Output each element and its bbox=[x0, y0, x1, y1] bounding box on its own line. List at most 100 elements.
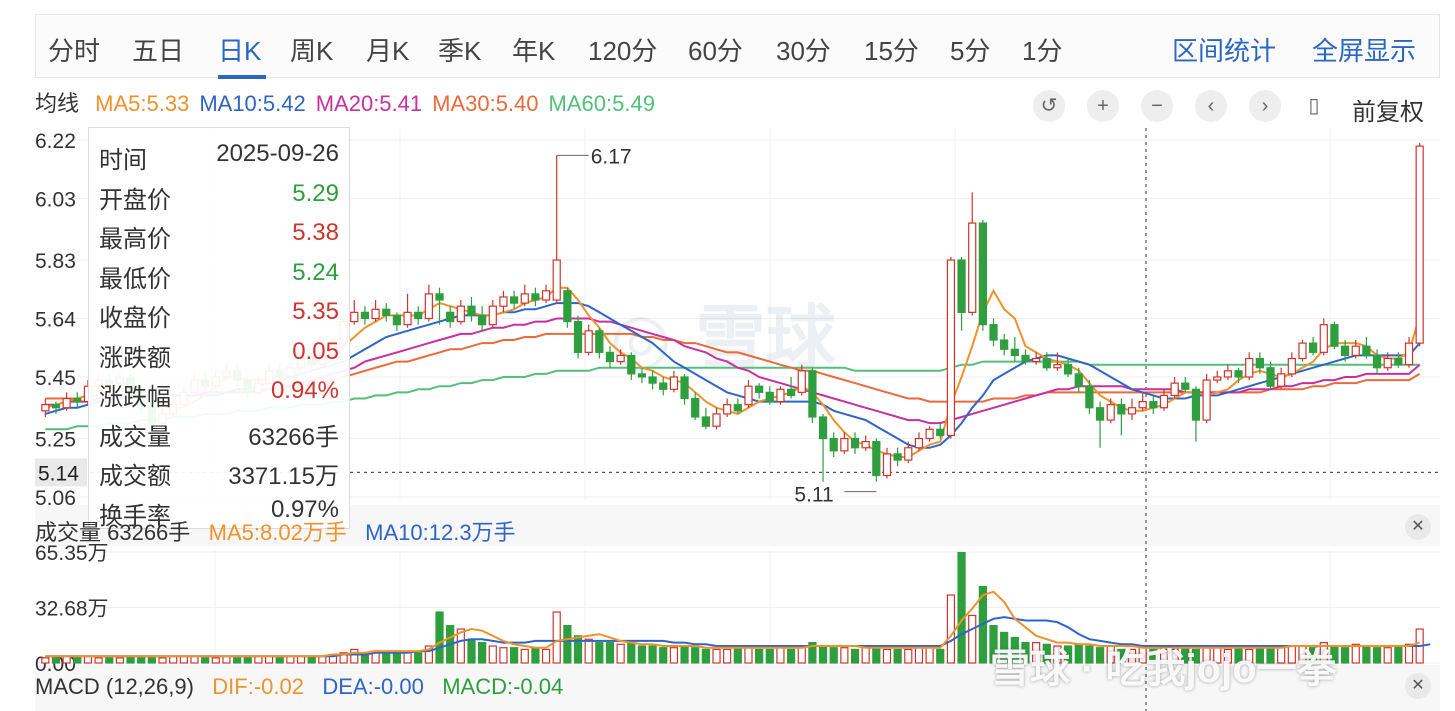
volume-bar bbox=[914, 647, 924, 664]
volume-bar bbox=[264, 655, 274, 664]
tooltip-key: 涨跌额 bbox=[99, 344, 171, 372]
tooltip-row: 开盘价 5.29 bbox=[99, 180, 339, 218]
tab-11[interactable]: 5分 bbox=[950, 36, 991, 66]
candle-body bbox=[989, 324, 998, 341]
reset-icon[interactable]: ↺ bbox=[1033, 90, 1065, 122]
candle-body bbox=[648, 376, 657, 384]
ma-label: 均线 bbox=[35, 91, 80, 116]
chevron-right-icon[interactable]: › bbox=[1249, 90, 1281, 122]
volume-bar bbox=[893, 648, 902, 664]
tab-8[interactable]: 60分 bbox=[688, 36, 743, 66]
candle-body bbox=[637, 373, 647, 378]
volume-bar bbox=[1309, 647, 1318, 664]
tab-9[interactable]: 30分 bbox=[776, 36, 831, 66]
volume-label: 成交量 63266手 bbox=[35, 520, 191, 545]
candle-body bbox=[808, 370, 817, 418]
volume-bar bbox=[158, 657, 167, 664]
candle-body bbox=[978, 222, 987, 326]
volume-bar bbox=[243, 657, 252, 664]
tab-10[interactable]: 15分 bbox=[864, 36, 919, 66]
volume-bar bbox=[1319, 642, 1328, 664]
volume-bar bbox=[115, 657, 125, 664]
volume-bar bbox=[382, 652, 391, 664]
candle-body bbox=[1277, 373, 1286, 387]
tab-1[interactable]: 五日 bbox=[132, 36, 185, 66]
ma-item-3: MA30:5.40 bbox=[432, 91, 539, 116]
candle-body bbox=[691, 397, 700, 418]
candle-body bbox=[1063, 364, 1073, 375]
volume-bar bbox=[680, 645, 689, 664]
candle-body bbox=[73, 397, 82, 403]
candle-body bbox=[1074, 373, 1083, 387]
tooltip-key: 成交量 bbox=[99, 423, 171, 451]
volume-bar bbox=[478, 642, 487, 664]
adjust-select[interactable]: 前复权 bbox=[1352, 99, 1424, 126]
volume-bar bbox=[957, 551, 966, 664]
tab-12[interactable]: 1分 bbox=[1022, 36, 1063, 66]
zoom-in-icon[interactable]: + bbox=[1087, 90, 1119, 122]
tab-0[interactable]: 分时 bbox=[48, 36, 101, 66]
candle-body bbox=[509, 296, 519, 304]
volume-ma5-line bbox=[45, 590, 1421, 658]
candle-icon[interactable]: ▯ bbox=[1308, 95, 1320, 117]
volume-bar bbox=[776, 647, 785, 664]
volume-bar bbox=[1223, 648, 1233, 664]
price-tick-label: 5.06 bbox=[35, 487, 76, 510]
volume-bar bbox=[1063, 645, 1073, 664]
tab-5[interactable]: 季K bbox=[438, 36, 482, 66]
chevron-left-icon[interactable]: ‹ bbox=[1195, 90, 1227, 122]
volume-bar bbox=[179, 655, 188, 664]
volume-bar bbox=[904, 648, 913, 664]
volume-bar bbox=[105, 657, 114, 664]
candle-body bbox=[755, 385, 764, 393]
volume-bar bbox=[509, 647, 519, 664]
tab-2[interactable]: 日K bbox=[218, 36, 262, 66]
volume-bar bbox=[1170, 648, 1179, 664]
tooltip-value: 0.05 bbox=[292, 337, 339, 365]
volume-bar bbox=[669, 647, 679, 664]
volume-bar bbox=[94, 657, 103, 664]
macd-dea: DEA:-0.00 bbox=[322, 674, 424, 699]
candle-body bbox=[1127, 407, 1137, 415]
volume-bar bbox=[1000, 631, 1009, 664]
candle-body bbox=[1404, 342, 1414, 366]
volume-bar bbox=[1245, 648, 1254, 664]
zoom-out-icon[interactable]: − bbox=[1141, 90, 1173, 122]
volume-bar bbox=[1191, 648, 1201, 664]
candle-body bbox=[1245, 357, 1254, 378]
candle-body bbox=[499, 296, 508, 307]
tooltip-value: 2025-09-26 bbox=[216, 140, 339, 167]
volume-bar bbox=[1095, 647, 1105, 664]
tab-3[interactable]: 周K bbox=[290, 36, 334, 66]
tooltip-value: 3371.15万 bbox=[228, 463, 339, 490]
candle-body bbox=[680, 376, 689, 400]
ma-item-4: MA60:5.49 bbox=[548, 91, 655, 116]
candle-body bbox=[818, 416, 828, 440]
candle-body bbox=[1309, 342, 1318, 353]
tab-7[interactable]: 120分 bbox=[588, 36, 658, 66]
tooltip-value: 5.29 bbox=[292, 179, 339, 207]
volume-bar bbox=[392, 652, 402, 664]
volume-bar bbox=[627, 642, 636, 664]
volume-bar bbox=[1042, 643, 1051, 664]
close-volume-icon[interactable]: ✕ bbox=[1405, 514, 1431, 540]
candle-body bbox=[893, 453, 902, 461]
volume-bar bbox=[733, 647, 742, 664]
candle-body bbox=[957, 259, 966, 313]
volume-bar bbox=[169, 655, 178, 664]
tooltip-key: 最高价 bbox=[99, 226, 171, 253]
close-macd-icon[interactable]: ✕ bbox=[1405, 673, 1431, 699]
volume-bar bbox=[882, 648, 892, 664]
volume-bar bbox=[339, 652, 348, 664]
volume-bar bbox=[1372, 647, 1382, 664]
price-tick-label: 5.83 bbox=[35, 250, 76, 273]
ma-item-2: MA20:5.41 bbox=[315, 91, 423, 116]
fullscreen-link[interactable]: 全屏显示 bbox=[1312, 36, 1417, 66]
volume-bar bbox=[744, 647, 753, 664]
candle-body bbox=[1181, 382, 1190, 390]
tab-6[interactable]: 年K bbox=[512, 36, 556, 66]
tooltip-key: 收盘价 bbox=[99, 305, 171, 332]
range-stats-link[interactable]: 区间统计 bbox=[1172, 36, 1277, 66]
candle-body bbox=[1138, 400, 1147, 409]
tab-4[interactable]: 月K bbox=[366, 36, 410, 66]
